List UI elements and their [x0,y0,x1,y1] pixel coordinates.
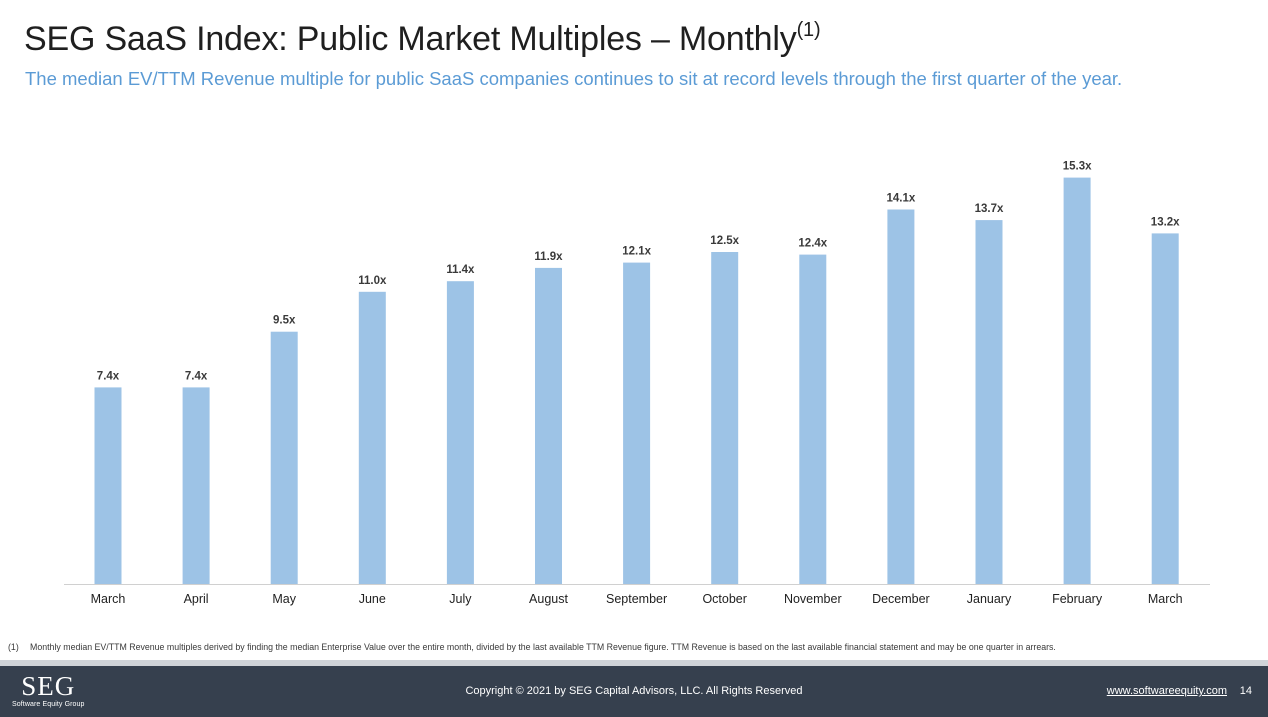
value-label-5: 11.9x [534,251,563,263]
page-subtitle: The median EV/TTM Revenue multiple for p… [25,68,1123,89]
logo-mark: SEG [21,671,76,701]
footer-bar: SEG Software Equity Group Copyright © 20… [0,666,1268,717]
x-tick-label-12: March [1148,592,1183,606]
bar-5 [535,267,562,584]
value-label-3: 11.0x [358,275,387,287]
bar-1 [182,387,210,584]
x-tick-label-5: August [529,592,568,606]
x-tick-label-8: November [784,592,842,606]
page-title: SEG SaaS Index: Public Market Multiples … [24,18,821,59]
x-tick-label-10: January [967,592,1012,606]
bar-8 [799,254,827,584]
bar-7 [711,252,739,584]
page-number: 14 [1239,685,1252,697]
website-link[interactable]: www.softwareequity.com [1106,685,1227,697]
value-label-10: 13.7x [975,203,1004,215]
logo-subtitle: Software Equity Group [12,701,85,708]
seg-logo: SEG Software Equity Group [12,672,85,709]
bar-6 [623,262,651,584]
value-label-1: 7.4x [185,370,208,382]
title-text: SEG SaaS Index: Public Market Multiples … [24,20,797,58]
x-tick-label-7: October [702,592,746,606]
x-tick-label-2: May [272,592,296,606]
x-tick-label-1: April [184,592,209,606]
bar-chart: 7.4x March 7.4x April 9.5x May 11.0x June 11.4x J… [64,161,1210,606]
x-tick-label-4: July [449,592,472,606]
value-label-11: 15.3x [1063,161,1092,173]
x-tick-label-6: September [606,592,667,606]
copyright-text: Copyright © 2021 by SEG Capital Advisors… [465,685,803,697]
x-tick-label-11: February [1052,592,1103,606]
bar-2 [270,331,298,584]
bar-10 [975,220,1003,584]
value-label-8: 12.4x [798,238,827,250]
bar-0 [94,387,122,584]
bar-12 [1151,233,1179,584]
value-label-9: 14.1x [887,193,916,205]
x-tick-label-0: March [91,592,126,606]
bar-3 [358,291,386,584]
value-label-0: 7.4x [97,370,120,382]
bar-9 [887,209,915,584]
x-tick-label-9: December [872,592,930,606]
footer-divider [0,660,1268,666]
value-label-7: 12.5x [710,235,739,247]
title-footnote-marker: (1) [796,18,821,41]
value-label-12: 13.2x [1151,216,1180,228]
footnote: (1) Monthly median EV/TTM Revenue multipl… [8,642,1056,652]
value-label-4: 11.4x [446,264,475,276]
value-label-6: 12.1x [622,246,651,258]
x-tick-label-3: June [359,592,386,606]
value-label-2: 9.5x [273,315,296,327]
bar-4 [446,281,474,584]
footnote-number: (1) [8,642,19,652]
footnote-text: Monthly median EV/TTM Revenue multiples … [30,642,1056,652]
bar-11 [1063,177,1091,584]
